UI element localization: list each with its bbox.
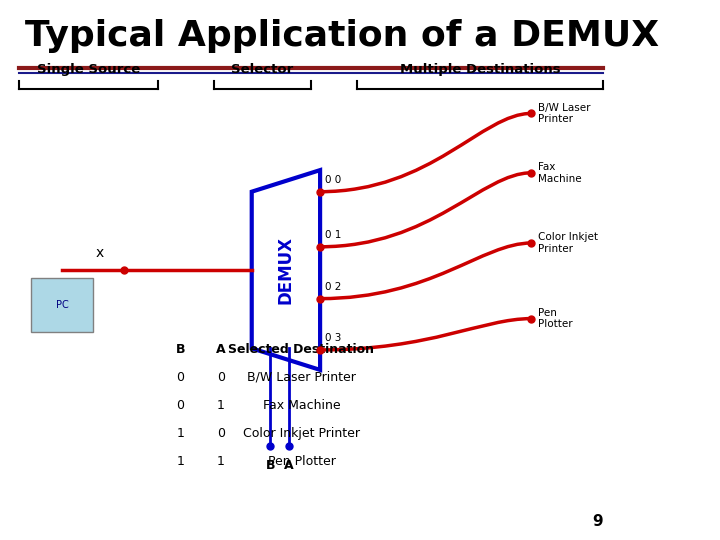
Text: Fax Machine: Fax Machine — [263, 399, 341, 412]
Text: 0: 0 — [176, 371, 184, 384]
Text: Multiple Destinations: Multiple Destinations — [400, 63, 560, 76]
Text: 1: 1 — [176, 427, 184, 440]
Text: B: B — [176, 343, 185, 356]
Text: 0 0: 0 0 — [325, 175, 341, 185]
Text: B: B — [266, 459, 275, 472]
Text: Selector: Selector — [231, 63, 294, 76]
Text: 0: 0 — [176, 399, 184, 412]
Text: Typical Application of a DEMUX: Typical Application of a DEMUX — [25, 19, 659, 53]
Text: 0: 0 — [217, 371, 225, 384]
Text: 1: 1 — [217, 455, 225, 468]
Text: 0: 0 — [217, 427, 225, 440]
Text: A: A — [216, 343, 225, 356]
Text: Pen Plotter: Pen Plotter — [268, 455, 336, 468]
Text: PC: PC — [55, 300, 68, 310]
Text: 0 2: 0 2 — [325, 282, 341, 292]
Text: B/W Laser Printer: B/W Laser Printer — [247, 371, 356, 384]
Text: Fax
Machine: Fax Machine — [538, 162, 581, 184]
Text: 0 3: 0 3 — [325, 333, 341, 343]
Text: Color Inkjet
Printer: Color Inkjet Printer — [538, 232, 598, 254]
Text: 1: 1 — [217, 399, 225, 412]
Text: Single Source: Single Source — [37, 63, 140, 76]
Text: DEMUX: DEMUX — [277, 236, 295, 304]
Text: A: A — [284, 459, 294, 472]
Text: 9: 9 — [593, 514, 603, 529]
Text: Pen
Plotter: Pen Plotter — [538, 308, 572, 329]
Text: 1: 1 — [176, 455, 184, 468]
Text: x: x — [95, 246, 104, 260]
Text: Selected Destination: Selected Destination — [228, 343, 374, 356]
Text: Color Inkjet Printer: Color Inkjet Printer — [243, 427, 360, 440]
FancyBboxPatch shape — [31, 278, 93, 332]
Text: 0 1: 0 1 — [325, 230, 341, 240]
Text: B/W Laser
Printer: B/W Laser Printer — [538, 103, 590, 124]
